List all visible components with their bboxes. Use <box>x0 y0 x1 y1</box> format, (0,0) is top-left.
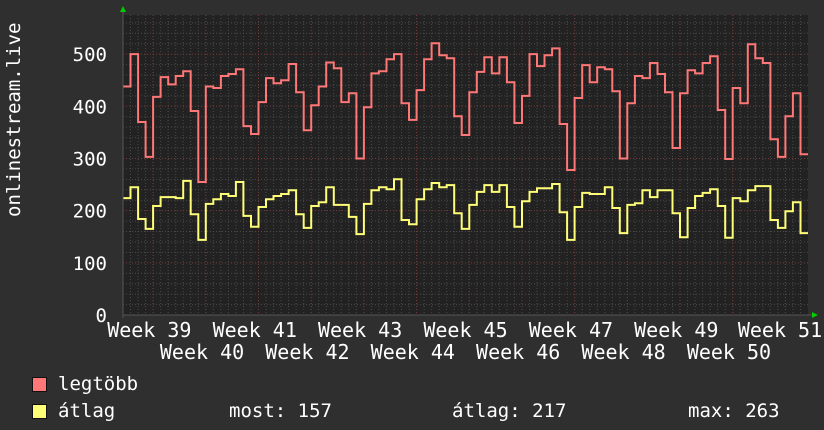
y-axis-label: onlinestream.live <box>3 22 25 217</box>
x-tick-label: Week 42 <box>265 340 349 364</box>
legend-legtobb: legtöbb <box>58 373 139 395</box>
x-tick-label: Week 44 <box>371 340 455 364</box>
x-tick-label: Week 50 <box>687 340 771 364</box>
y-tick-label: 100 <box>73 253 107 275</box>
legend-atlag: átlag <box>58 400 116 422</box>
x-tick-label: Week 40 <box>160 340 244 364</box>
x-tick-label: Week 39 <box>107 318 191 342</box>
legend-swatch-atlag <box>32 404 47 419</box>
stat-most: most: 157 <box>229 400 332 422</box>
stat-max: max: 263 <box>688 400 780 422</box>
x-tick-label: Week 47 <box>529 318 613 342</box>
y-tick-label: 500 <box>73 44 107 66</box>
x-tick-label: Week 43 <box>318 318 402 342</box>
x-tick-label: Week 51 <box>738 318 822 342</box>
x-tick-label: Week 49 <box>634 318 718 342</box>
y-tick-label: 300 <box>73 148 107 170</box>
y-axis-arrow-icon <box>120 6 126 12</box>
legend-swatch-legtobb <box>32 377 47 392</box>
plot-area <box>123 15 808 315</box>
stat-atlag: átlag: 217 <box>452 400 567 422</box>
x-tick-label: Week 46 <box>476 340 560 364</box>
series-line-0 <box>123 42 808 183</box>
x-tick-label: Week 41 <box>213 318 297 342</box>
x-tick-label: Week 45 <box>423 318 507 342</box>
x-axis-arrow-icon <box>812 312 818 318</box>
y-tick-label: 200 <box>73 201 107 223</box>
y-tick-label: 0 <box>96 305 107 327</box>
y-tick-label: 400 <box>73 96 107 118</box>
series-line-1 <box>123 178 808 241</box>
x-tick-label: Week 48 <box>581 340 665 364</box>
